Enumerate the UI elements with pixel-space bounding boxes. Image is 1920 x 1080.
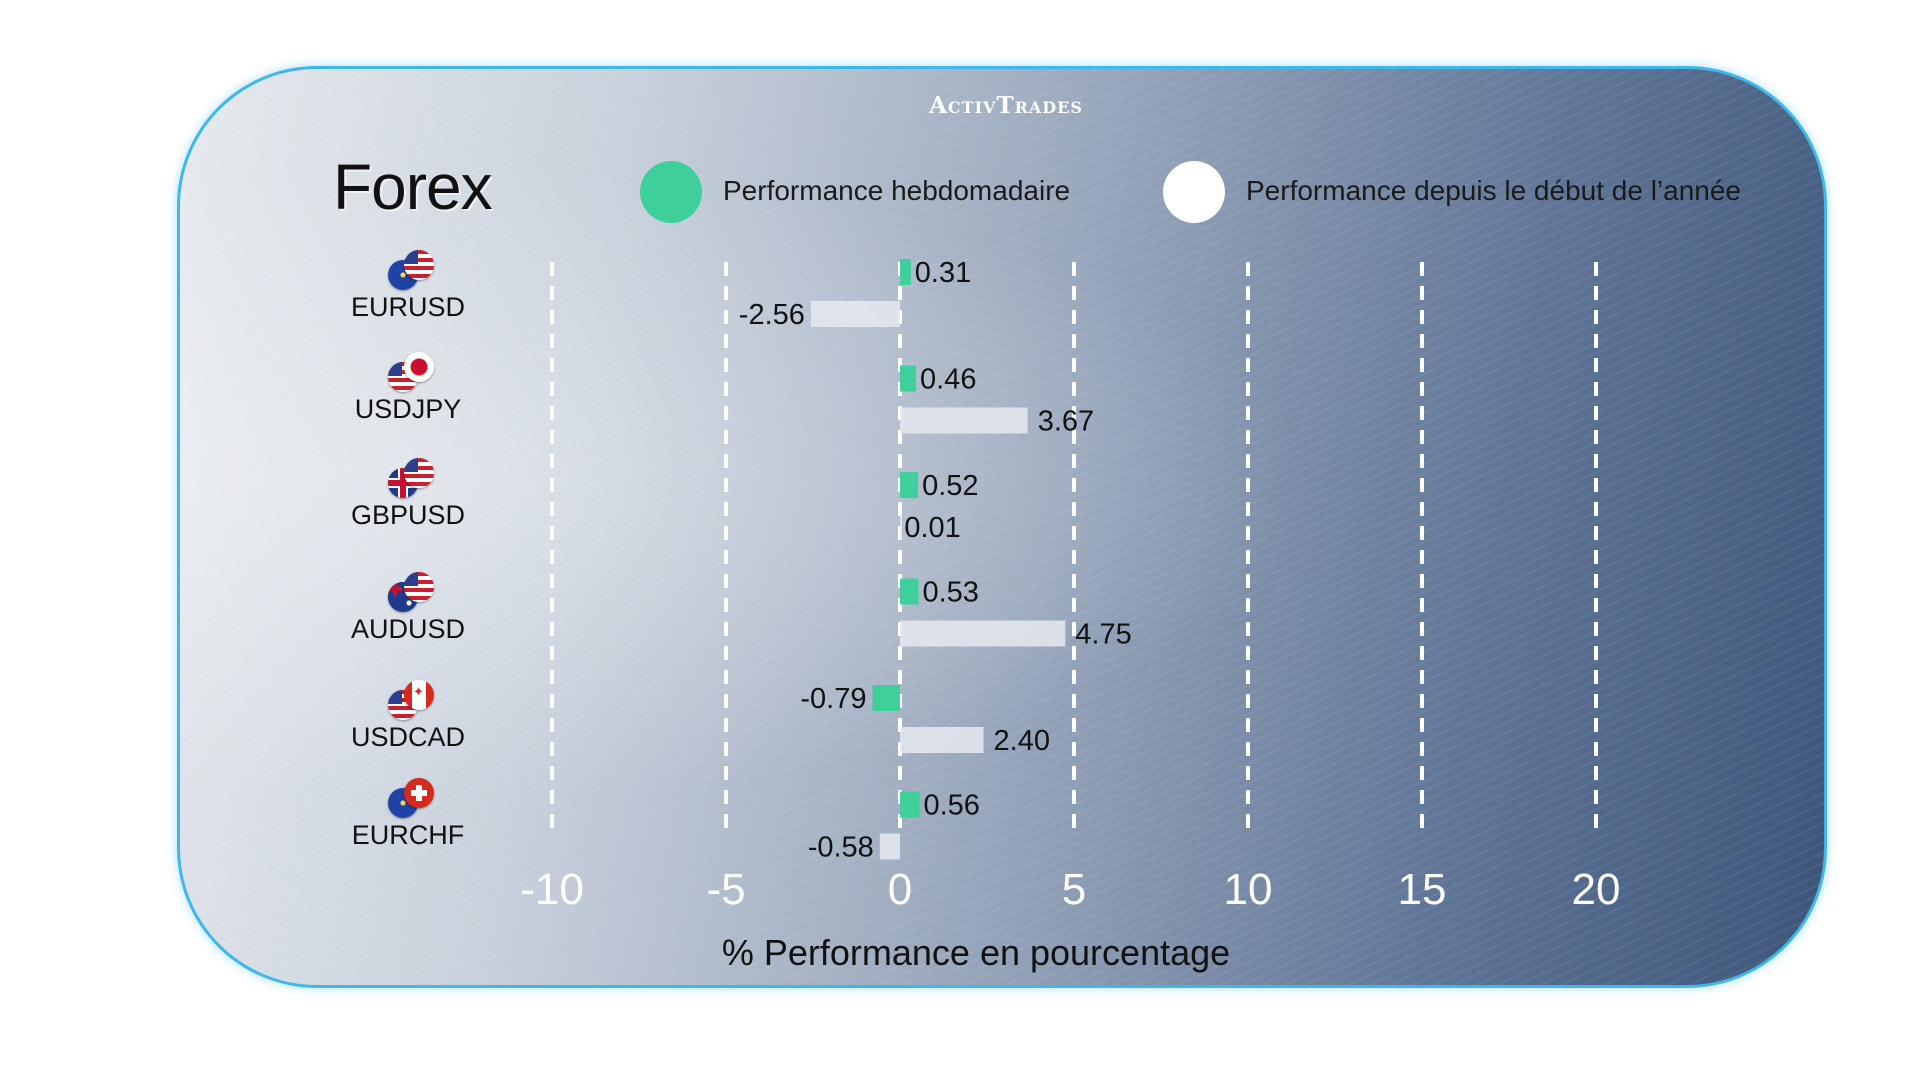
weekly-data-label: 0.52: [922, 470, 978, 502]
us-flag-icon: [404, 458, 434, 488]
ytd-data-label: -0.58: [808, 832, 874, 864]
brand-logo: ActivTrades: [929, 92, 1083, 119]
flag-pair: [378, 568, 438, 612]
ytd-data-label: 2.40: [994, 725, 1050, 757]
x-axis-label: % Performance en pourcentage: [722, 932, 1230, 973]
page-title: Forex: [333, 151, 493, 223]
ytd-legend-label: Performance depuis le début de l’année: [1246, 175, 1742, 206]
currency-pair-label: GBPUSD: [350, 500, 466, 530]
weekly-bar-audusd: [900, 578, 919, 605]
weekly-data-label: 0.56: [923, 790, 979, 822]
x-tick-label: 5: [1062, 865, 1086, 914]
currency-pair-usdcad: USDCAD: [328, 676, 488, 753]
ytd-legend-dot: [1163, 161, 1225, 223]
chart-card: [177, 66, 1827, 988]
x-tick-label: -5: [706, 865, 745, 914]
ch-flag-icon: [404, 778, 434, 808]
currency-pair-label: USDCAD: [350, 722, 465, 752]
weekly-bar-gbpusd: [900, 472, 919, 498]
ytd-data-label: 3.67: [1038, 406, 1094, 438]
flag-pair: [378, 246, 438, 290]
currency-pair-label: EURUSD: [350, 292, 465, 322]
weekly-legend-label: Performance hebdomadaire: [723, 175, 1071, 206]
us-flag-icon: [404, 572, 434, 602]
weekly-data-label: 0.46: [920, 364, 976, 396]
flag-pair: [378, 676, 438, 720]
currency-pair-label: EURCHF: [351, 820, 465, 850]
ca-flag-icon: [404, 680, 434, 710]
weekly-bar-usdjpy: [900, 365, 917, 392]
weekly-bar-eurchf: [900, 791, 920, 818]
currency-pair-audusd: AUDUSD: [328, 568, 488, 645]
ytd-bar-eurusd: [810, 301, 900, 327]
currency-pair-eurchf: EURCHF: [328, 774, 488, 851]
x-tick-label: 0: [888, 865, 912, 914]
x-tick-label: 15: [1398, 865, 1447, 914]
us-flag-icon: [404, 250, 434, 280]
currency-pair-gbpusd: GBPUSD: [328, 454, 488, 531]
banknote-background: [180, 69, 1824, 985]
x-tick-label: 10: [1224, 865, 1273, 914]
currency-pair-label: AUDUSD: [350, 614, 465, 644]
ytd-bar-usdcad: [900, 727, 984, 753]
weekly-data-label: 0.53: [922, 577, 978, 609]
weekly-bar-eurusd: [900, 259, 911, 285]
currency-pair-label: USDJPY: [354, 394, 462, 424]
weekly-bar-usdcad: [872, 685, 900, 711]
flag-pair: [378, 348, 438, 392]
flag-pair: [378, 774, 438, 818]
ytd-bar-eurchf: [879, 833, 900, 860]
ytd-bar-usdjpy: [900, 407, 1028, 434]
currency-pair-usdjpy: USDJPY: [328, 348, 488, 425]
currency-pair-eurusd: EURUSD: [328, 246, 488, 323]
weekly-data-label: 0.31: [915, 257, 971, 289]
weekly-legend-dot: [640, 161, 702, 223]
ytd-bar-audusd: [900, 620, 1066, 647]
x-tick-label: -10: [520, 865, 584, 914]
ytd-data-label: 4.75: [1075, 619, 1131, 651]
x-tick-label: 20: [1572, 865, 1621, 914]
ytd-data-label: 0.01: [904, 512, 960, 544]
weekly-data-label: -0.79: [800, 683, 866, 715]
flag-pair: [378, 454, 438, 498]
ytd-bar-gbpusd: [900, 514, 902, 540]
ytd-data-label: -2.56: [739, 299, 805, 331]
jp-flag-icon: [404, 352, 434, 382]
